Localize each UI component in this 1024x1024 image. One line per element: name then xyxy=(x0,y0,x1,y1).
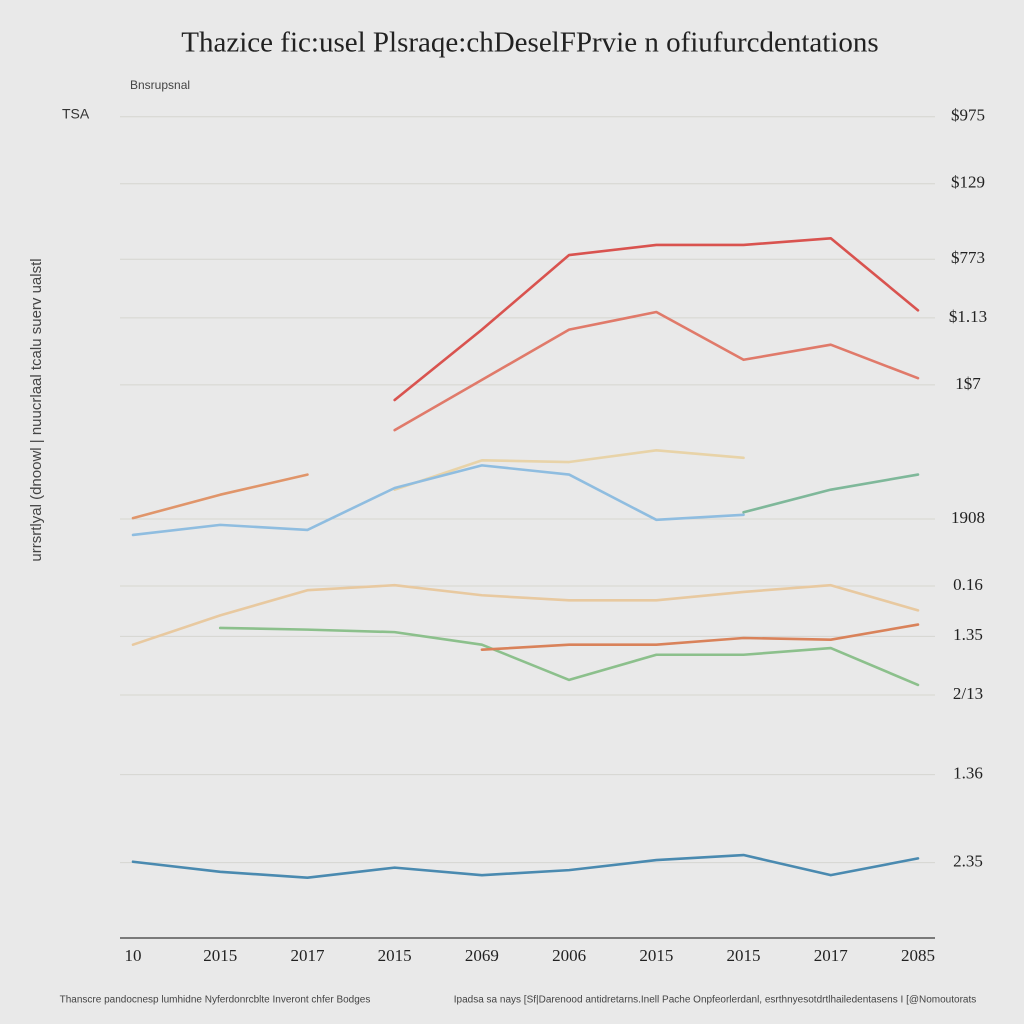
series-line xyxy=(742,473,920,514)
y-unit-label: TSA xyxy=(62,106,90,122)
series-line xyxy=(393,236,920,402)
y-tick-label: 1$7 xyxy=(955,374,981,393)
y-tick-label: 1.35 xyxy=(953,625,983,644)
chart-subtitle: Bnsrupsnal xyxy=(130,78,190,92)
x-tick-label: 2015 xyxy=(727,946,761,965)
x-tick-label: 2069 xyxy=(465,946,499,965)
y-tick-label: 1.36 xyxy=(953,763,983,782)
y-tick-label: $129 xyxy=(951,173,985,192)
y-tick-label: 1908 xyxy=(951,508,985,527)
x-tick-label: 2017 xyxy=(814,946,849,965)
footnote: Thanscre pandocnesp lumhidne Nyferdonrcb… xyxy=(60,995,371,1006)
x-tick-label: 2085 xyxy=(901,946,935,965)
y-tick-label: $975 xyxy=(951,106,985,125)
series-line xyxy=(131,853,920,879)
x-tick-label: 2017 xyxy=(290,946,325,965)
series-line xyxy=(131,473,309,520)
y-tick-label: 2/13 xyxy=(953,684,983,703)
x-tick-label: 10 xyxy=(125,946,142,965)
x-tick-label: 2015 xyxy=(378,946,412,965)
series-line xyxy=(131,583,920,646)
y-tick-label: $773 xyxy=(951,248,985,267)
y-tick-label: $1.13 xyxy=(949,307,987,326)
series-line xyxy=(480,623,920,652)
y-tick-label: 0.16 xyxy=(953,575,983,594)
series-line xyxy=(393,310,920,432)
y-tick-label: 2.35 xyxy=(953,851,983,870)
x-tick-label: 2006 xyxy=(552,946,586,965)
series-line xyxy=(393,448,745,491)
series-line xyxy=(131,464,745,537)
x-tick-label: 2015 xyxy=(639,946,673,965)
footnote: Ipadsa sa nays [Sf|Darenood antidretarns… xyxy=(454,995,977,1006)
series-line xyxy=(218,626,920,687)
y-axis-label: urrsrtlyal (dnoowl | nuucrlaal tcalu sue… xyxy=(28,258,45,561)
chart-title: Thazice fic:usel Plsraqe:chDeselFPrvie n… xyxy=(181,27,878,59)
x-tick-label: 2015 xyxy=(203,946,237,965)
